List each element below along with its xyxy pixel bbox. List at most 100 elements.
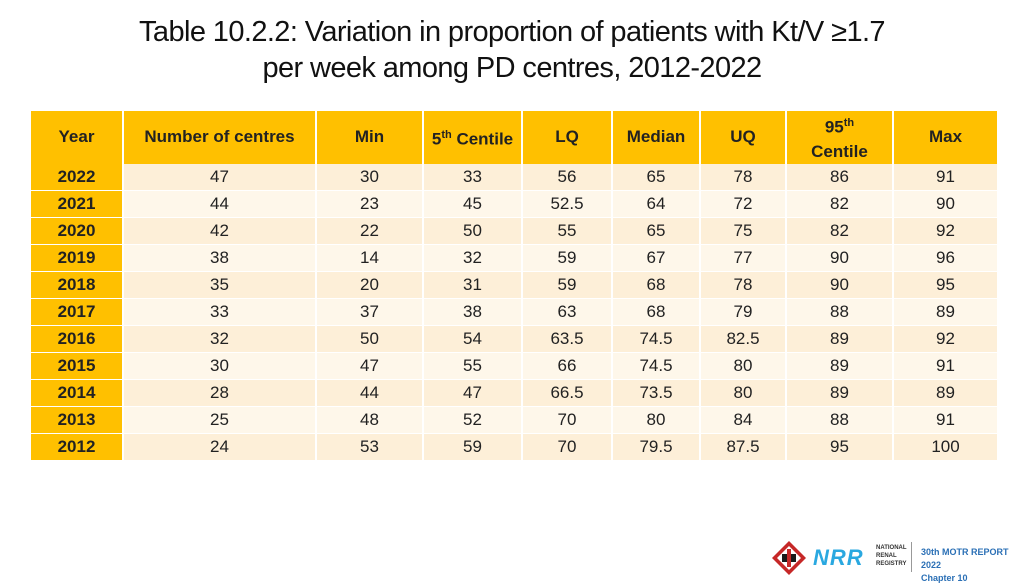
table-cell: 38 bbox=[423, 298, 523, 326]
table-cell: 50 bbox=[423, 217, 523, 245]
table-cell: 74.5 bbox=[612, 352, 701, 380]
table-row: 2016 32 50 54 63.5 74.5 82.5 89 92 bbox=[31, 325, 999, 353]
table-cell: 32 bbox=[423, 244, 523, 272]
table-cell: 89 bbox=[786, 352, 894, 380]
table-cell: 31 bbox=[423, 271, 523, 299]
table-cell: 30 bbox=[123, 352, 317, 380]
table-row: 2022 47 30 33 56 65 78 86 91 bbox=[31, 163, 999, 191]
registry-name: NATIONAL RENAL REGISTRY bbox=[876, 545, 907, 567]
table-cell: 88 bbox=[786, 406, 894, 434]
table-cell: 55 bbox=[423, 352, 523, 380]
table-cell: 59 bbox=[522, 271, 613, 299]
table-cell: 14 bbox=[316, 244, 424, 272]
header-lq: LQ bbox=[522, 111, 613, 164]
table-cell: 68 bbox=[612, 298, 701, 326]
year-cell: 2020 bbox=[31, 217, 124, 245]
table-cell: 89 bbox=[893, 379, 999, 407]
table-cell: 32 bbox=[123, 325, 317, 353]
table-cell: 65 bbox=[612, 163, 701, 191]
table-cell: 68 bbox=[612, 271, 701, 299]
nrr-logo-icon bbox=[772, 541, 806, 575]
table-cell: 87.5 bbox=[700, 433, 787, 461]
header-year: Year bbox=[31, 111, 124, 164]
footer-branding: NRR NATIONAL RENAL REGISTRY 30th MOTR RE… bbox=[771, 538, 1024, 583]
table-cell: 55 bbox=[522, 217, 613, 245]
table-cell: 28 bbox=[123, 379, 317, 407]
table-row: 2020 42 22 50 55 65 75 82 92 bbox=[31, 217, 999, 245]
table-cell: 65 bbox=[612, 217, 701, 245]
table-cell: 25 bbox=[123, 406, 317, 434]
table-cell: 47 bbox=[423, 379, 523, 407]
table-row: 2021 44 23 45 52.5 64 72 82 90 bbox=[31, 190, 999, 218]
table-cell: 77 bbox=[700, 244, 787, 272]
year-cell: 2019 bbox=[31, 244, 124, 272]
table-row: 2017 33 37 38 63 68 79 88 89 bbox=[31, 298, 999, 326]
table-cell: 89 bbox=[786, 379, 894, 407]
table-cell: 59 bbox=[522, 244, 613, 272]
table-cell: 92 bbox=[893, 325, 999, 353]
table-cell: 54 bbox=[423, 325, 523, 353]
table-cell: 44 bbox=[123, 190, 317, 218]
table-cell: 23 bbox=[316, 190, 424, 218]
table-cell: 82.5 bbox=[700, 325, 787, 353]
page-title: Table 10.2.2: Variation in proportion of… bbox=[0, 14, 1024, 86]
table-row: 2019 38 14 32 59 67 77 90 96 bbox=[31, 244, 999, 272]
table-cell: 79 bbox=[700, 298, 787, 326]
table-cell: 88 bbox=[786, 298, 894, 326]
year-cell: 2021 bbox=[31, 190, 124, 218]
header-max: Max bbox=[893, 111, 999, 164]
table-cell: 78 bbox=[700, 163, 787, 191]
table-cell: 73.5 bbox=[612, 379, 701, 407]
header-row: Year Number of centres Min 5th Centile L… bbox=[31, 111, 999, 164]
table-cell: 70 bbox=[522, 406, 613, 434]
table-cell: 42 bbox=[123, 217, 317, 245]
table-cell: 86 bbox=[786, 163, 894, 191]
table-cell: 50 bbox=[316, 325, 424, 353]
table-cell: 78 bbox=[700, 271, 787, 299]
table-cell: 53 bbox=[316, 433, 424, 461]
table-cell: 52 bbox=[423, 406, 523, 434]
table-cell: 80 bbox=[700, 352, 787, 380]
table-row: 2013 25 48 52 70 80 84 88 91 bbox=[31, 406, 999, 434]
chapter-label: Chapter 10 bbox=[921, 573, 968, 583]
table-cell: 82 bbox=[786, 190, 894, 218]
table-cell: 45 bbox=[423, 190, 523, 218]
table-cell: 20 bbox=[316, 271, 424, 299]
table-cell: 63.5 bbox=[522, 325, 613, 353]
table-cell: 79.5 bbox=[612, 433, 701, 461]
table-cell: 75 bbox=[700, 217, 787, 245]
table-cell: 82 bbox=[786, 217, 894, 245]
table-row: 2012 24 53 59 70 79.5 87.5 95 100 bbox=[31, 433, 999, 461]
table-cell: 24 bbox=[123, 433, 317, 461]
table-cell: 74.5 bbox=[612, 325, 701, 353]
table-cell: 56 bbox=[522, 163, 613, 191]
year-cell: 2014 bbox=[31, 379, 124, 407]
table-cell: 35 bbox=[123, 271, 317, 299]
title-line-2: per week among PD centres, 2012-2022 bbox=[262, 52, 762, 84]
table-row: 2015 30 47 55 66 74.5 80 89 91 bbox=[31, 352, 999, 380]
header-5th-centile: 5th Centile bbox=[423, 111, 523, 164]
table-cell: 89 bbox=[893, 298, 999, 326]
table-cell: 95 bbox=[786, 433, 894, 461]
table-cell: 100 bbox=[893, 433, 999, 461]
table-cell: 33 bbox=[123, 298, 317, 326]
table-row: 2018 35 20 31 59 68 78 90 95 bbox=[31, 271, 999, 299]
table-cell: 91 bbox=[893, 352, 999, 380]
table-cell: 30 bbox=[316, 163, 424, 191]
header-centres: Number of centres bbox=[123, 111, 317, 164]
table-row: 2014 28 44 47 66.5 73.5 80 89 89 bbox=[31, 379, 999, 407]
table-cell: 66 bbox=[522, 352, 613, 380]
table-cell: 90 bbox=[893, 190, 999, 218]
table-cell: 47 bbox=[123, 163, 317, 191]
year-cell: 2016 bbox=[31, 325, 124, 353]
table-cell: 64 bbox=[612, 190, 701, 218]
table-cell: 84 bbox=[700, 406, 787, 434]
report-title: 30th MOTR REPORT 2022 bbox=[921, 547, 1009, 570]
table-cell: 52.5 bbox=[522, 190, 613, 218]
title-line-1: Table 10.2.2: Variation in proportion of… bbox=[139, 16, 886, 48]
year-cell: 2017 bbox=[31, 298, 124, 326]
header-uq: UQ bbox=[700, 111, 787, 164]
footer-divider bbox=[911, 542, 912, 572]
year-cell: 2015 bbox=[31, 352, 124, 380]
year-cell: 2018 bbox=[31, 271, 124, 299]
